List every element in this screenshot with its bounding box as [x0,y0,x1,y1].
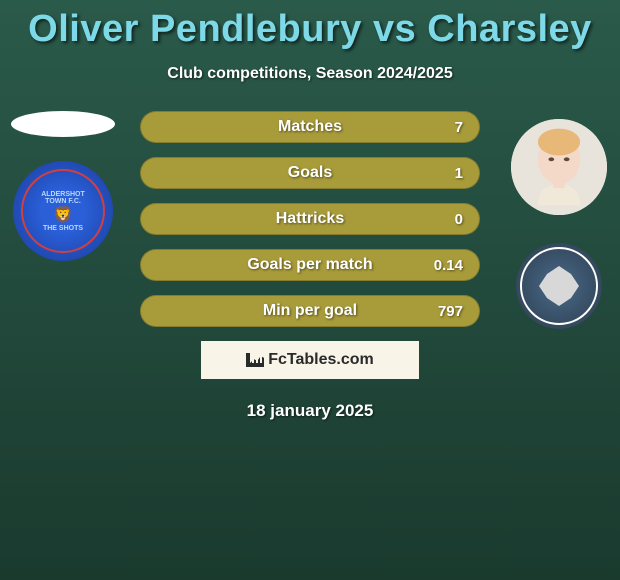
stat-value: 7 [455,119,463,136]
stat-value: 0.14 [434,257,463,274]
chart-icon [246,353,264,367]
player-right-avatar [511,119,607,215]
club-left-logo-text: ALDERSHOTTOWN F.C.🦁THE SHOTS [41,191,85,232]
stat-label: Min per goal [141,302,479,320]
stat-row: Min per goal 797 [140,295,480,327]
watermark-text: FcTables.com [268,351,374,369]
club-left-logo: ALDERSHOTTOWN F.C.🦁THE SHOTS [13,161,113,261]
page-title: Oliver Pendlebury vs Charsley [0,0,620,51]
stat-value: 0 [455,211,463,228]
watermark-badge: FcTables.com [201,341,419,379]
stat-value: 797 [438,303,463,320]
player-right-face-icon [511,119,607,215]
stat-row: Matches 7 [140,111,480,143]
player-left-column: ALDERSHOTTOWN F.C.🦁THE SHOTS [8,111,118,261]
club-right-owl-icon [539,266,579,306]
player-left-avatar-placeholder [11,111,115,137]
comparison-content: ALDERSHOTTOWN F.C.🦁THE SHOTS Matches 7 G… [0,111,620,421]
club-right-logo [516,243,602,329]
stat-value: 1 [455,165,463,182]
stat-row: Goals per match 0.14 [140,249,480,281]
stat-label: Goals [141,164,479,182]
player-right-column [504,111,614,329]
stat-label: Goals per match [141,256,479,274]
stat-label: Hattricks [141,210,479,228]
date-label: 18 january 2025 [0,401,620,421]
stat-label: Matches [141,118,479,136]
stat-row: Goals 1 [140,157,480,189]
stats-list: Matches 7 Goals 1 Hattricks 0 Goals per … [140,111,480,327]
subtitle: Club competitions, Season 2024/2025 [0,65,620,83]
stat-row: Hattricks 0 [140,203,480,235]
